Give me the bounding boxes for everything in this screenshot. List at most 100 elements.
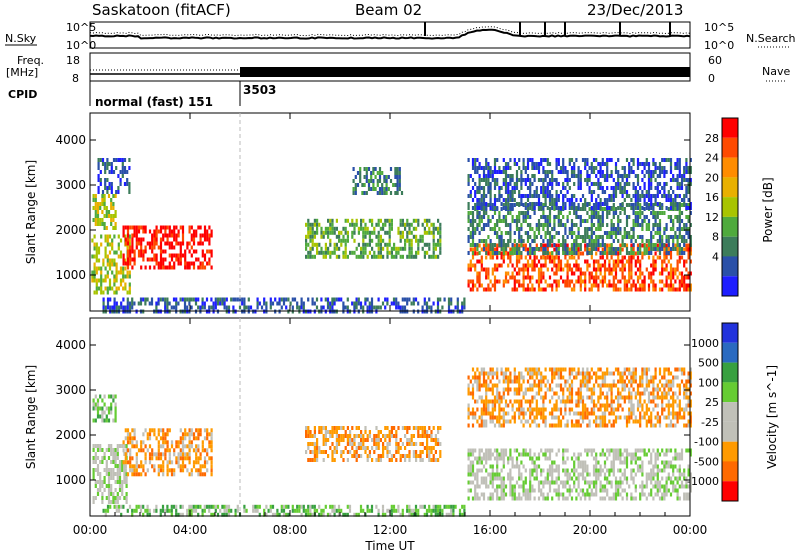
velocity-cell-4 [625,480,629,485]
velocity-cell-4 [467,464,470,469]
power-cell-8 [395,305,398,310]
power-cell-6 [471,223,475,227]
velocity-cell-4 [502,476,505,481]
power-cell-4 [322,234,325,239]
velocity-cell-4 [599,468,602,473]
power-cell-5 [485,275,488,280]
power-cell-8 [183,301,187,306]
power-cell-5 [665,279,668,284]
power-cell-8 [432,301,435,306]
power-cell-6 [526,203,530,207]
velocity-cell-4 [469,480,472,485]
velocity-cell-1 [164,452,167,457]
power-cell-5 [606,255,609,260]
power-cell-4 [364,230,367,235]
power-cell-6 [612,203,615,207]
velocity-cell-3 [386,446,389,450]
power-cell-6 [586,211,589,215]
velocity-cell-3 [313,442,316,446]
velocity-cell-3 [322,442,325,446]
power-cell-2 [110,214,113,218]
velocity-cell-1 [162,444,165,449]
velocity-cell-4 [636,468,640,473]
power-cell-8 [175,305,178,310]
velocity-cell-3 [366,438,369,442]
power-cell-7 [557,182,560,186]
power-cell-6 [535,227,538,231]
velocity-cell-4 [586,468,589,473]
power-cell-7 [672,206,675,210]
power-cell-4 [331,222,334,227]
power-cell-6 [636,215,640,219]
power-cell-5 [531,259,534,264]
power-cell-7 [478,162,481,166]
velocity-cell-4 [564,484,567,489]
velocity-cell-4 [467,472,470,477]
power-cell-5 [546,283,549,288]
power-cell-7 [487,186,490,190]
power-cell-6 [564,247,567,251]
velocity-cell-1 [199,452,202,457]
power-cell-4 [377,250,380,255]
power-cell-6 [493,211,497,215]
power-cell-6 [511,203,514,207]
power-cell-7 [590,190,593,194]
velocity-cell-0 [99,480,102,484]
velocity-cell-4 [482,480,486,485]
power-cell-7 [689,166,692,170]
power-cell-7 [507,162,510,166]
power-cell-5 [573,271,576,276]
power-cell-6 [509,239,512,243]
power-cell-7 [608,198,611,202]
power-cell-7 [568,206,571,210]
power-cell-6 [562,247,565,251]
power-cell-4 [388,234,391,239]
power-cell-7 [485,166,488,170]
power-cell-4 [344,230,347,235]
velocity-cell-4 [502,460,505,465]
velocity-cell-4 [588,496,591,501]
power-cell-7 [529,202,532,206]
power-cell-7 [672,202,675,206]
power-cell-7 [511,186,514,190]
power-cell-6 [676,215,679,219]
power-cell-4 [313,218,316,223]
power-cell-6 [608,211,611,215]
velocity-cell-4 [592,472,596,477]
power-cell-7 [590,162,593,166]
power-cell-6 [542,227,545,231]
velocity-cell-4 [518,472,521,477]
power-cell-4 [421,238,424,243]
power-cell-4 [362,238,365,243]
power-cell-6 [531,227,534,231]
velocity-cell-0 [123,480,126,484]
velocity-cell-1 [173,452,176,457]
power-cell-9 [365,191,368,195]
power-cell-4 [439,238,442,243]
velocity-cell-4 [656,464,659,469]
velocity-cell-4 [566,496,569,501]
velocity-cell-1 [157,448,160,453]
power-cell-6 [480,239,483,243]
velocity-cell-0 [112,456,115,460]
power-cell-1 [188,225,191,230]
power-cell-4 [360,222,363,227]
power-cell-7 [509,182,512,186]
power-cell-5 [643,287,646,292]
power-cell-9 [387,187,390,191]
power-cell-6 [537,223,541,227]
velocity-cell-0 [112,500,115,504]
velocity-cell-3 [388,438,391,442]
power-cell-7 [533,162,536,166]
power-cell-1 [131,265,134,270]
power-cell-7 [546,206,549,210]
power-cell-0 [111,246,114,251]
power-cell-8 [214,301,217,306]
power-cell-7 [507,190,510,194]
power-cell-5 [575,267,578,272]
velocity-cell-0 [116,452,119,456]
power-cell-4 [399,234,402,239]
power-cell-0 [93,242,96,247]
velocity-cell-4 [639,496,642,501]
velocity-cell-1 [184,452,187,457]
